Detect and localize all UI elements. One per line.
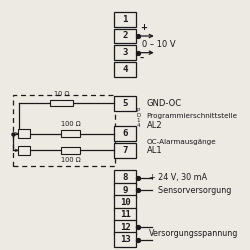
Text: +: + — [140, 22, 147, 32]
Text: 5: 5 — [122, 98, 128, 108]
Text: 100 Ω: 100 Ω — [61, 156, 80, 162]
Text: –  Sensorversorgung: – Sensorversorgung — [149, 186, 231, 195]
Bar — [61, 147, 80, 154]
Text: 7: 7 — [122, 146, 128, 155]
Text: 100 Ω: 100 Ω — [61, 122, 80, 128]
Text: 9: 9 — [122, 186, 128, 195]
Text: 0 – 10 V: 0 – 10 V — [142, 40, 176, 49]
Text: Versorgungsspannung: Versorgungsspannung — [149, 229, 238, 238]
Text: 10 Ω: 10 Ω — [54, 91, 70, 97]
Text: AL2: AL2 — [146, 121, 162, 130]
Bar — [114, 208, 136, 222]
Text: –: – — [140, 54, 144, 63]
Bar — [114, 62, 136, 77]
Bar — [114, 195, 136, 210]
Text: 1: 1 — [122, 15, 128, 24]
Text: + 24 V, 30 mA: + 24 V, 30 mA — [149, 173, 207, 182]
Bar — [114, 45, 136, 60]
Bar — [114, 96, 136, 110]
Bar — [13, 95, 115, 166]
Text: 10: 10 — [120, 198, 130, 207]
Text: P
D
1
4: P D 1 4 — [136, 108, 140, 128]
Bar — [114, 170, 136, 185]
Bar — [50, 100, 73, 106]
Text: 2: 2 — [122, 32, 128, 40]
Text: 8: 8 — [122, 173, 128, 182]
Text: OC-Alarmausgänge: OC-Alarmausgänge — [146, 139, 216, 145]
Text: 13: 13 — [120, 235, 130, 244]
Text: Programmierschnittstelle: Programmierschnittstelle — [146, 113, 238, 119]
Text: 11: 11 — [120, 210, 130, 220]
Bar — [114, 28, 136, 44]
Bar — [18, 129, 30, 138]
Bar — [114, 183, 136, 198]
Text: 6: 6 — [122, 129, 128, 138]
Text: 3: 3 — [122, 48, 128, 57]
Text: 12: 12 — [120, 223, 130, 232]
Text: 4: 4 — [122, 65, 128, 74]
Bar — [114, 220, 136, 235]
Bar — [114, 232, 136, 247]
Bar — [61, 130, 80, 137]
Bar — [114, 143, 136, 158]
Bar — [114, 126, 136, 141]
Bar — [18, 146, 30, 155]
Text: GND-OC: GND-OC — [146, 98, 182, 108]
Text: AL1: AL1 — [146, 146, 162, 155]
Bar — [114, 12, 136, 27]
